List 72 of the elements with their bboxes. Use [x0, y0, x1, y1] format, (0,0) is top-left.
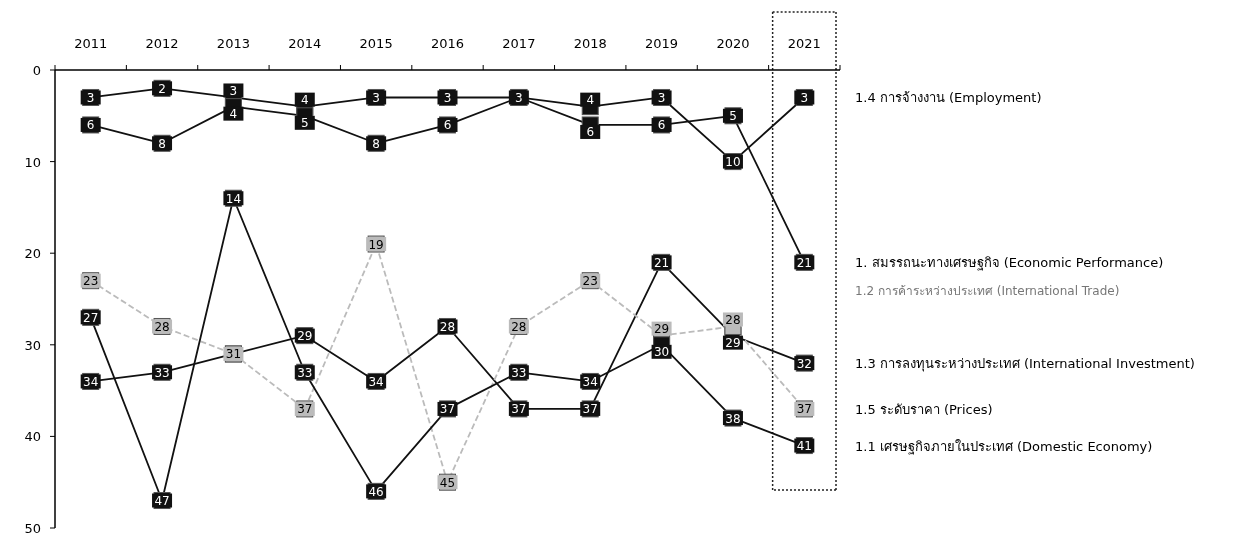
x-tick-label: 2012 — [145, 36, 179, 51]
data-label: 3 — [443, 90, 452, 105]
y-tick-label: 30 — [24, 337, 41, 353]
data-label: 5 — [729, 109, 737, 124]
data-label: 21 — [653, 255, 670, 270]
data-label: 6 — [586, 125, 595, 140]
data-label: 4 — [229, 107, 238, 122]
x-tick-label: 2017 — [502, 36, 536, 51]
data-label: 37 — [796, 402, 812, 417]
y-tick-label: 10 — [24, 154, 41, 170]
data-label: 37 — [582, 402, 598, 417]
data-label: 45 — [439, 475, 456, 490]
data-label: 34 — [83, 374, 99, 389]
data-label: 14 — [225, 191, 242, 206]
data-label: 5 — [300, 116, 309, 131]
data-label: 3 — [86, 90, 95, 105]
x-tick-label: 2020 — [716, 36, 750, 51]
data-label: 37 — [297, 402, 313, 417]
data-label: 3 — [515, 90, 523, 105]
data-label: 41 — [796, 439, 812, 454]
data-label: 23 — [582, 274, 598, 289]
data-label: 34 — [368, 374, 384, 389]
data-label: 23 — [83, 274, 99, 289]
data-label: 3 — [657, 90, 666, 105]
data-label: 38 — [725, 411, 741, 426]
data-label: 6 — [657, 118, 666, 133]
data-label: 34 — [582, 374, 598, 389]
text: 1.2 การค้าระหว่างประเทศ (International Trade) — [855, 284, 1120, 298]
data-label: 28 — [154, 319, 170, 334]
x-tick-label: 2014 — [288, 36, 322, 51]
data-label: 33 — [297, 365, 313, 380]
data-label: 37 — [511, 402, 527, 417]
data-label: 8 — [372, 136, 380, 151]
y-tick-label: 50 — [24, 521, 41, 536]
text: 1.5 ระดับราคา (Prices) — [855, 401, 993, 417]
text: 1.1 เศรษฐกิจภายในประเทศ (Domestic Economy) — [855, 438, 1153, 455]
data-label: 28 — [511, 319, 527, 334]
data-label: 32 — [796, 356, 812, 371]
data-label: 28 — [725, 312, 741, 327]
data-label: 28 — [439, 319, 456, 334]
data-label: 3 — [800, 90, 809, 105]
y-tick-label: 0 — [32, 63, 41, 78]
data-label: 6 — [443, 118, 452, 133]
data-label: 33 — [511, 365, 527, 380]
data-label: 4 — [586, 93, 595, 108]
text: 1.4 การจ้างงาน (Employment) — [855, 90, 1042, 106]
text: 1. สมรรถนะทางเศรษฐกิจ (Economic Performance) — [855, 255, 1164, 272]
data-label: 29 — [297, 329, 313, 344]
data-label: 27 — [83, 310, 99, 325]
data-label: 46 — [368, 484, 384, 499]
x-tick-label: 2011 — [74, 36, 108, 51]
data-label: 10 — [725, 155, 741, 170]
data-label: 37 — [439, 402, 456, 417]
data-label: 3 — [372, 90, 380, 105]
data-label: 19 — [368, 237, 384, 252]
data-label: 31 — [225, 347, 242, 362]
x-tick-label: 2013 — [216, 36, 250, 51]
data-label: 2 — [158, 81, 166, 96]
x-tick-label: 2016 — [430, 36, 465, 51]
y-tick-label: 20 — [24, 246, 41, 262]
y-tick-label: 40 — [24, 429, 41, 445]
data-label: 8 — [158, 136, 166, 151]
x-tick-label: 2018 — [573, 36, 607, 51]
x-tick-label: 2019 — [645, 36, 679, 51]
data-label: 30 — [653, 345, 670, 360]
data-label: 6 — [86, 118, 95, 133]
data-label: 33 — [154, 365, 170, 380]
data-label: 21 — [796, 255, 812, 270]
x-tick-label: 2015 — [359, 36, 393, 51]
x-tick-label: 2021 — [787, 36, 821, 51]
text: 1.3 การลงทุนระหว่างประเทศ (International Investment) — [855, 356, 1195, 373]
data-label: 47 — [154, 494, 170, 509]
